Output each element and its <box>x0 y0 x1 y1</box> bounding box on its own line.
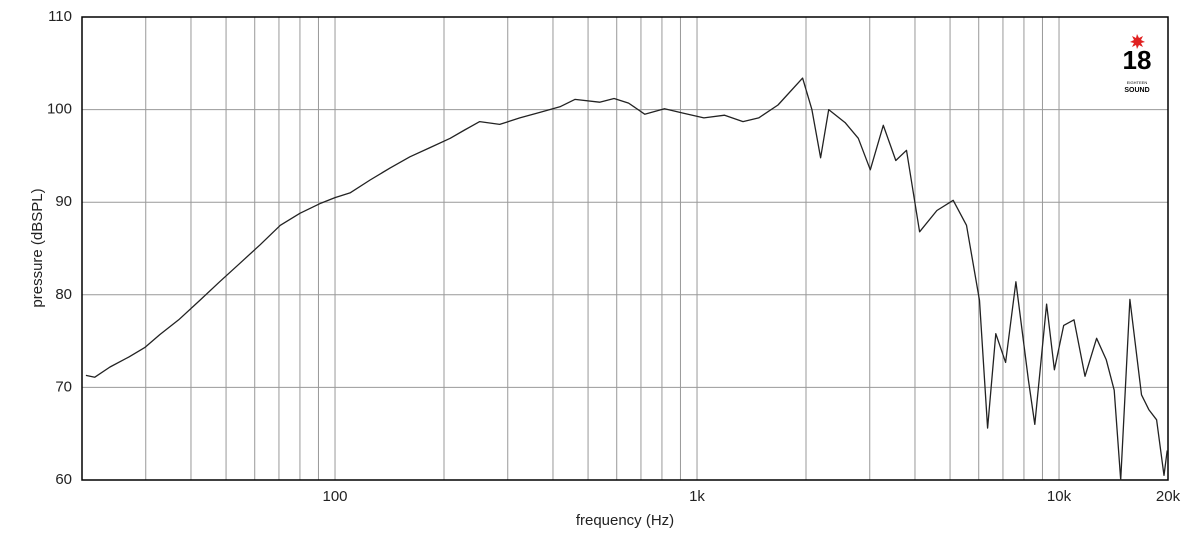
x-tick-label: 10k <box>1047 488 1072 505</box>
response-line <box>85 77 1168 481</box>
y-tick-label: 90 <box>55 193 72 210</box>
x-tick-label: 1k <box>689 488 705 505</box>
x-tick-label: 100 <box>323 488 348 505</box>
y-tick-label: 60 <box>55 471 72 488</box>
plot-frame <box>81 16 1169 481</box>
logo-number: 18 <box>1123 45 1152 75</box>
y-tick-label: 110 <box>48 8 72 25</box>
x-tick-label: 20k <box>1156 488 1181 505</box>
y-tick-label: 100 <box>47 101 72 118</box>
y-tick-label: 80 <box>55 286 72 303</box>
logo: 18 EIGHTEEN SOUND <box>1123 34 1152 94</box>
x-axis-label: frequency (Hz) <box>576 512 674 529</box>
y-axis-label: pressure (dBSPL) <box>29 188 46 307</box>
y-tick-label: 70 <box>55 378 72 395</box>
logo-text: SOUND <box>1124 87 1149 94</box>
logo-star <box>1130 34 1145 49</box>
logo-text: EIGHTEEN <box>1127 80 1148 85</box>
